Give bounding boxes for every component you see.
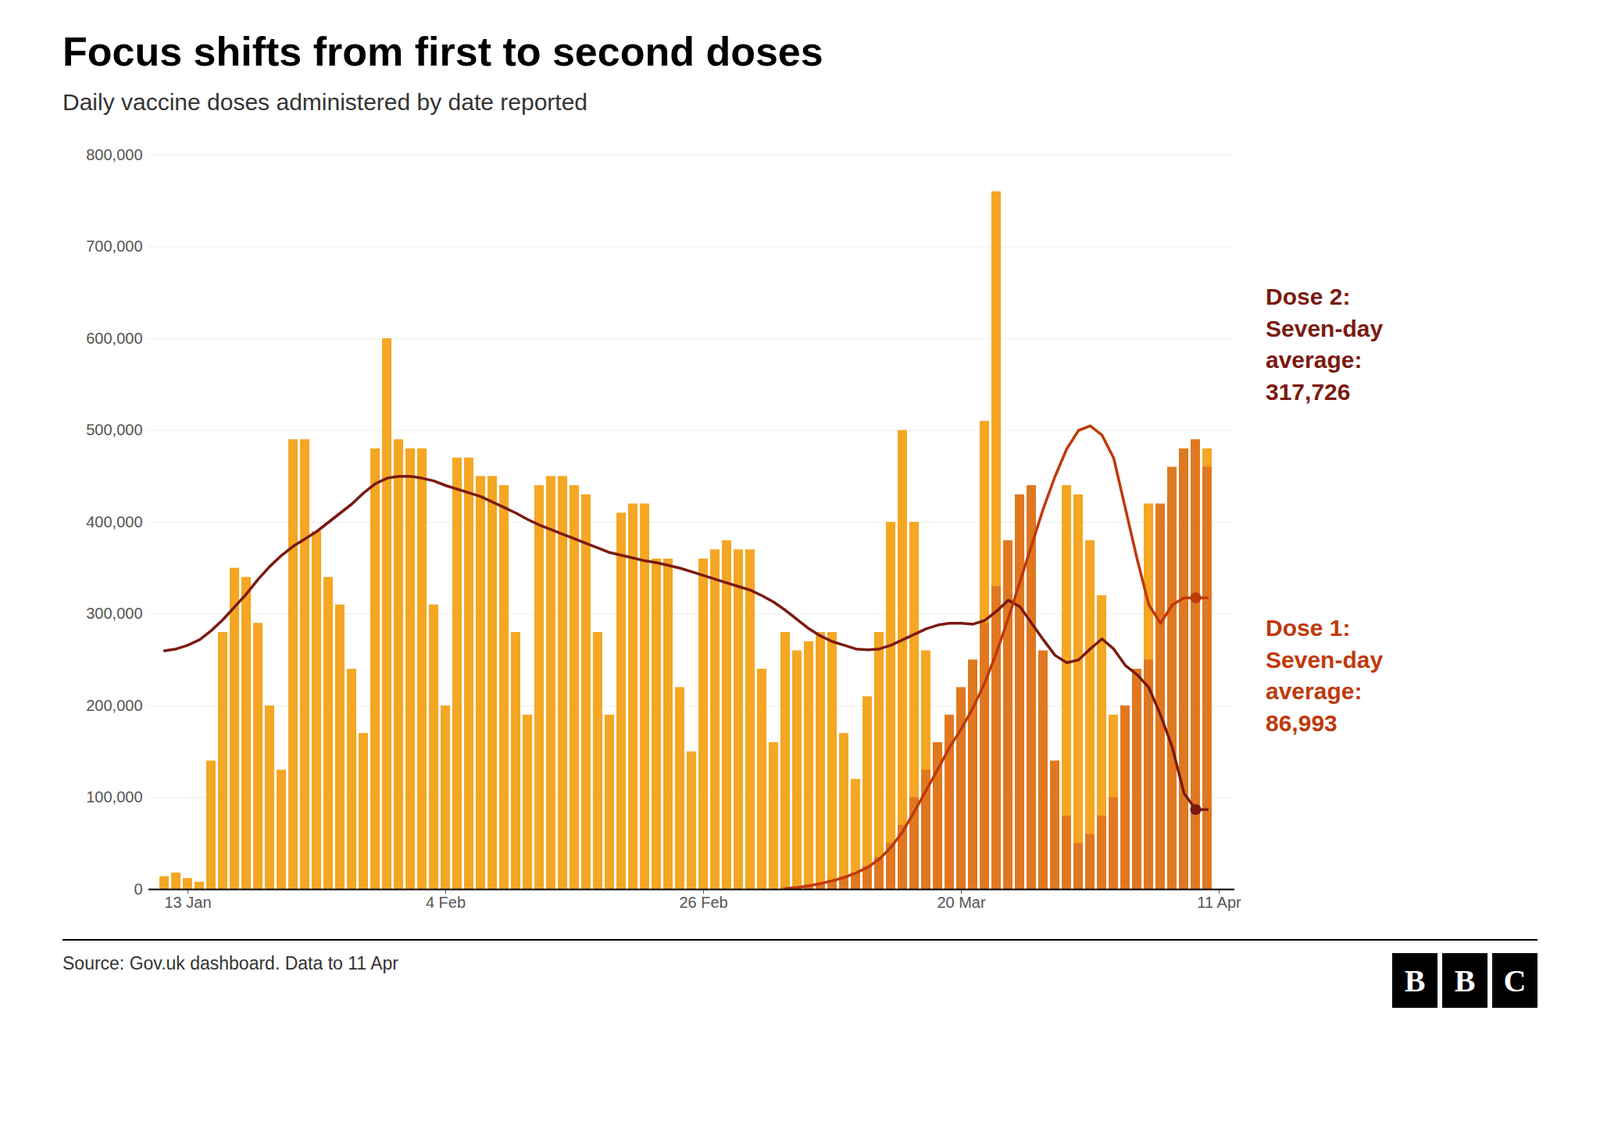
html-text:B: B — [1404, 962, 1426, 999]
svg-text:800,000: 800,000 — [85, 146, 143, 164]
svg-text:600,000: 600,000 — [85, 329, 143, 347]
svg-text:500,000: 500,000 — [85, 421, 143, 439]
html-text:Dose 1: Seven-day average: 86,: Dose 1: Seven-day average: 86,993 — [1265, 614, 1383, 736]
svg-text:100,000: 100,000 — [85, 788, 143, 806]
html-text:Focus shifts from first to sec: Focus shifts from first to second doses — [62, 28, 824, 75]
svg-text:26 Feb: 26 Feb — [678, 893, 728, 911]
svg-text:700,000: 700,000 — [85, 237, 143, 255]
svg-text:20 Mar: 20 Mar — [936, 893, 986, 911]
html-text:Daily vaccine doses administer: Daily vaccine doses administered by date… — [62, 89, 588, 115]
svg-text:11 Apr: 11 Apr — [1196, 893, 1242, 911]
svg-text:400,000: 400,000 — [85, 513, 143, 531]
svg-text:0: 0 — [133, 880, 143, 898]
html-text:C: C — [1503, 962, 1527, 999]
html-text:Dose 2: Seven-day average: 317: Dose 2: Seven-day average: 317,726 — [1265, 283, 1383, 405]
html-text:B: B — [1454, 962, 1476, 999]
html-text:Source: Gov.uk dashboard. Data: Source: Gov.uk dashboard. Data to 11 Apr — [62, 953, 399, 974]
svg-text:200,000: 200,000 — [85, 696, 143, 715]
svg-text:13 Jan: 13 Jan — [164, 893, 211, 911]
svg-text:300,000: 300,000 — [85, 604, 143, 622]
svg-text:4 Feb: 4 Feb — [425, 893, 466, 911]
